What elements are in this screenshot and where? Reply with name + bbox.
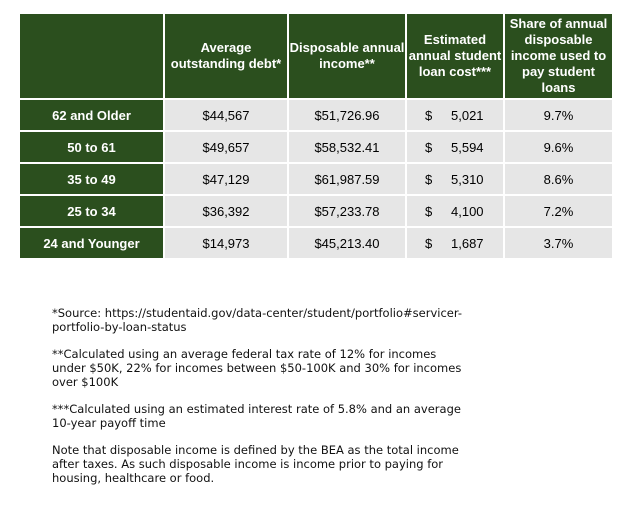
disposable-income-value: $58,532.41 (289, 132, 405, 162)
footnotes: *Source: https://studentaid.gov/data-cen… (52, 306, 472, 498)
disposable-income-value: $45,213.40 (289, 228, 405, 258)
header-income-share: Share of annual disposable income used t… (505, 14, 612, 98)
interest-rate-note: ***Calculated using an estimated interes… (52, 402, 461, 430)
loan-cost-amount: 5,310 (451, 171, 484, 187)
disposable-income-value: $57,233.78 (289, 196, 405, 226)
loan-cost-amount: 4,100 (451, 203, 484, 219)
income-share-value: 8.6% (505, 164, 612, 194)
table-row: 62 and Older $44,567 $51,726.96 $5,021 9… (20, 100, 612, 130)
disposable-income-note: Note that disposable income is defined b… (52, 443, 459, 485)
loan-cost-value: $4,100 (407, 196, 503, 226)
student-loan-table: Average outstanding debt* Disposable ann… (18, 12, 614, 260)
income-share-value: 3.7% (505, 228, 612, 258)
average-debt-value: $47,129 (165, 164, 287, 194)
age-group-label: 24 and Younger (20, 228, 163, 258)
currency-symbol: $ (425, 171, 433, 187)
loan-cost-value: $5,021 (407, 100, 503, 130)
age-group-label: 35 to 49 (20, 164, 163, 194)
table-row: 25 to 34 $36,392 $57,233.78 $4,100 7.2% (20, 196, 612, 226)
loan-cost-value: $5,310 (407, 164, 503, 194)
average-debt-value: $14,973 (165, 228, 287, 258)
loan-cost-value: $5,594 (407, 132, 503, 162)
currency-symbol: $ (425, 107, 433, 123)
income-share-value: 7.2% (505, 196, 612, 226)
currency-symbol: $ (425, 203, 433, 219)
age-group-label: 25 to 34 (20, 196, 163, 226)
loan-cost-amount: 1,687 (451, 235, 484, 251)
age-group-label: 62 and Older (20, 100, 163, 130)
average-debt-value: $44,567 (165, 100, 287, 130)
income-share-value: 9.6% (505, 132, 612, 162)
loan-cost-value: $1,687 (407, 228, 503, 258)
loan-cost-amount: 5,594 (451, 139, 484, 155)
source-note: *Source: https://studentaid.gov/data-cen… (52, 306, 462, 334)
header-disposable-income: Disposable annual income** (289, 14, 405, 98)
tax-rate-note: **Calculated using an average federal ta… (52, 347, 462, 389)
currency-symbol: $ (425, 235, 433, 251)
average-debt-value: $36,392 (165, 196, 287, 226)
disposable-income-value: $61,987.59 (289, 164, 405, 194)
disposable-income-value: $51,726.96 (289, 100, 405, 130)
table-row: 35 to 49 $47,129 $61,987.59 $5,310 8.6% (20, 164, 612, 194)
age-group-label: 50 to 61 (20, 132, 163, 162)
average-debt-value: $49,657 (165, 132, 287, 162)
header-corner (20, 14, 163, 98)
income-share-value: 9.7% (505, 100, 612, 130)
table-row: 24 and Younger $14,973 $45,213.40 $1,687… (20, 228, 612, 258)
header-loan-cost: Estimated annual student loan cost*** (407, 14, 503, 98)
currency-symbol: $ (425, 139, 433, 155)
table-row: 50 to 61 $49,657 $58,532.41 $5,594 9.6% (20, 132, 612, 162)
header-average-debt: Average outstanding debt* (165, 14, 287, 98)
table-header-row: Average outstanding debt* Disposable ann… (20, 14, 612, 98)
loan-cost-amount: 5,021 (451, 107, 484, 123)
